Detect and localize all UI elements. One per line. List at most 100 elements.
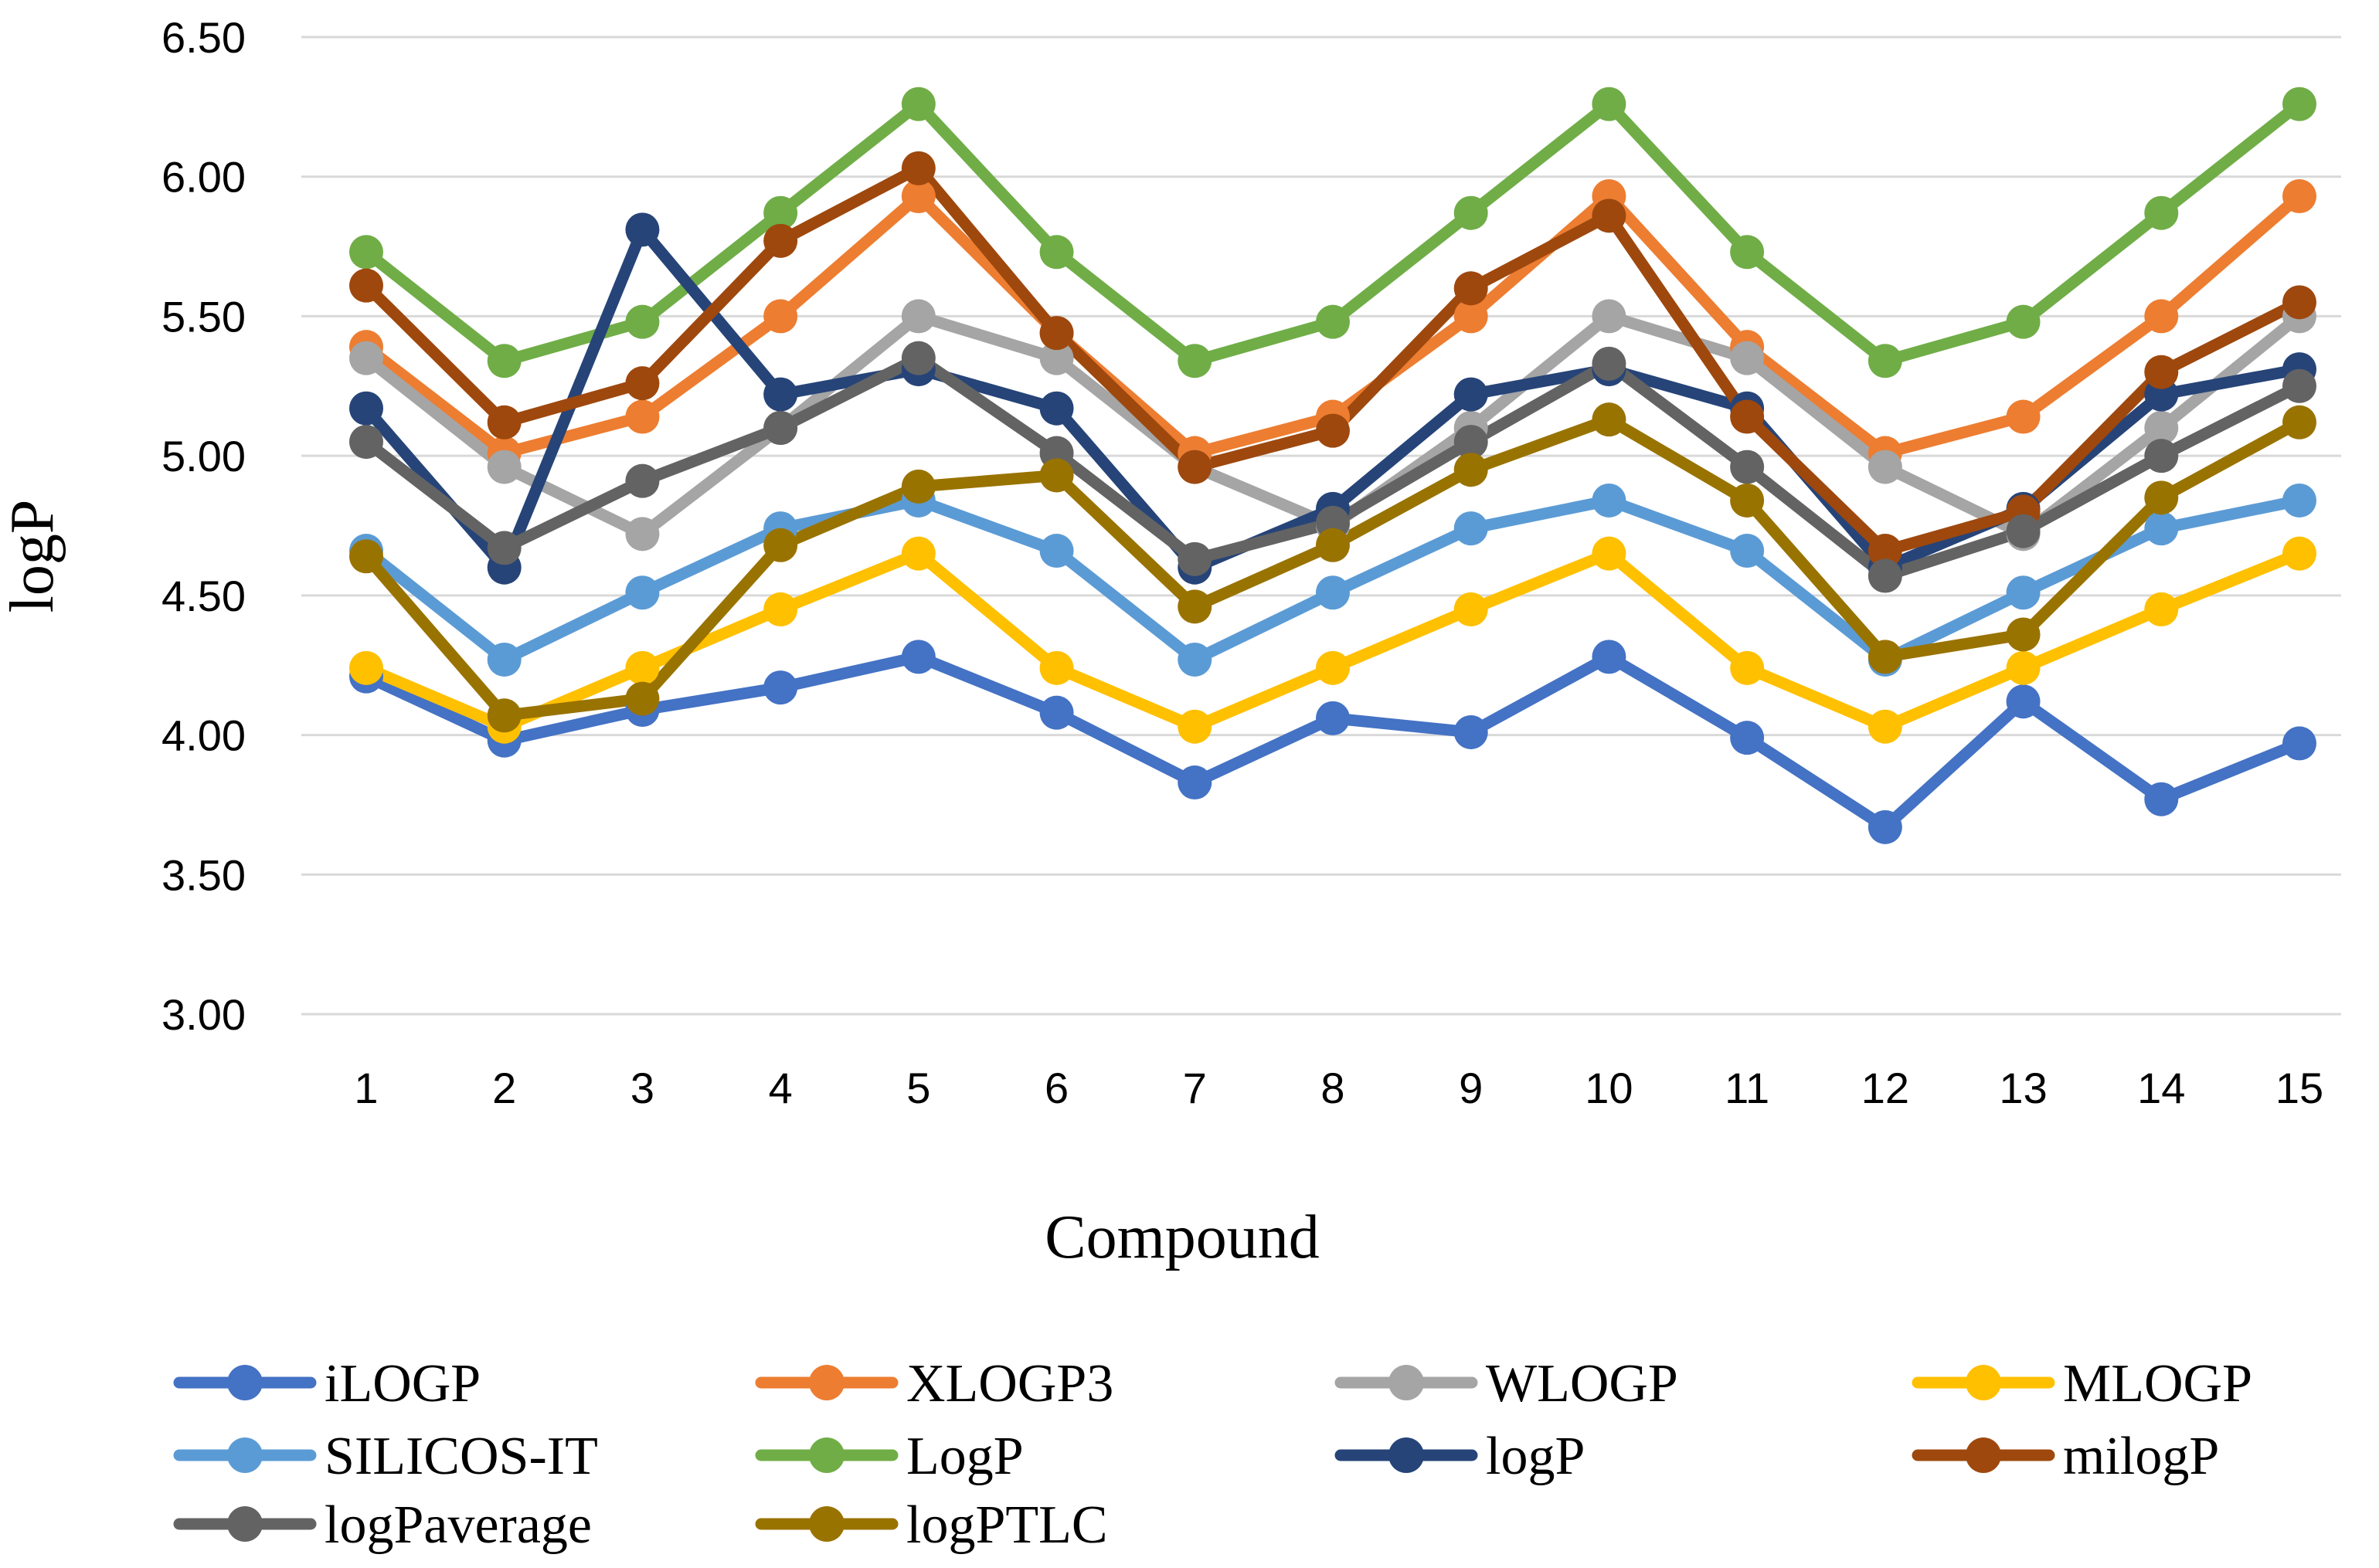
- series-point-0-3: [763, 670, 798, 705]
- series-point-5-9: [1592, 87, 1626, 121]
- y-tick-label: 4.50: [161, 572, 246, 620]
- x-tick-label: 10: [1585, 1064, 1633, 1112]
- series-point-0-9: [1592, 640, 1626, 674]
- series-point-3-4: [901, 536, 936, 571]
- series-point-0-5: [1039, 695, 1074, 730]
- series-point-8-14: [2282, 368, 2316, 403]
- series-point-1-8: [1453, 299, 1488, 334]
- series-point-7-0: [349, 268, 383, 303]
- series-point-5-6: [1178, 344, 1212, 378]
- series-point-1-2: [625, 399, 660, 434]
- y-tick-label: 3.00: [161, 990, 246, 1039]
- x-axis-ticks: 1 2 3 4 5 6 7 8 9 10 11 12 13 14 15: [354, 1064, 2323, 1112]
- legend-swatch-marker-6: [1388, 1437, 1424, 1473]
- series-point-2-5: [1039, 341, 1074, 375]
- series-point-9-10: [1730, 483, 1765, 518]
- series-point-5-10: [1730, 235, 1765, 270]
- series-point-2-13: [2144, 411, 2179, 445]
- series-point-0-7: [1316, 701, 1350, 735]
- y-tick-label: 6.00: [161, 153, 246, 202]
- y-tick-label: 3.50: [161, 850, 246, 899]
- series-point-2-10: [1730, 341, 1765, 375]
- series-point-4-7: [1316, 575, 1350, 610]
- series-point-9-14: [2282, 405, 2316, 440]
- series-point-2-2: [625, 517, 660, 552]
- legend-swatch-marker-8: [227, 1506, 263, 1542]
- series-point-5-7: [1316, 304, 1350, 339]
- series-point-8-12: [2006, 514, 2041, 548]
- series-point-0-13: [2144, 782, 2179, 816]
- series-point-2-4: [901, 299, 936, 334]
- series-point-7-10: [1730, 399, 1765, 434]
- series-point-0-11: [1868, 809, 1902, 844]
- series-point-5-12: [2006, 304, 2041, 339]
- series-point-1-4: [901, 179, 936, 214]
- series-point-5-8: [1453, 195, 1488, 230]
- legend-swatch-marker-0: [227, 1365, 263, 1400]
- series-point-8-0: [349, 425, 383, 460]
- series-point-1-13: [2144, 299, 2179, 334]
- series-point-3-11: [1868, 709, 1902, 744]
- series-point-7-2: [625, 366, 660, 401]
- series-point-1-14: [2282, 179, 2316, 214]
- series-point-5-11: [1868, 344, 1902, 378]
- series-point-4-10: [1730, 534, 1765, 568]
- series-point-9-7: [1316, 528, 1350, 562]
- series-point-3-10: [1730, 650, 1765, 685]
- series-point-7-14: [2282, 285, 2316, 320]
- series-point-9-13: [2144, 480, 2179, 515]
- series-point-7-11: [1868, 534, 1902, 568]
- series-point-7-5: [1039, 316, 1074, 351]
- series-point-7-3: [763, 223, 798, 258]
- series-point-5-13: [2144, 195, 2179, 230]
- series-point-8-10: [1730, 450, 1765, 484]
- series-point-4-14: [2282, 483, 2316, 518]
- series-point-1-3: [763, 299, 798, 334]
- legend-swatch-marker-2: [1388, 1365, 1424, 1400]
- legend-label-0: iLOGP: [325, 1354, 481, 1414]
- series-point-4-5: [1039, 534, 1074, 568]
- legend-swatch-marker-3: [1966, 1365, 2001, 1400]
- series-point-8-11: [1868, 558, 1902, 593]
- legend-label-6: logP: [1486, 1427, 1585, 1486]
- series-point-2-1: [487, 450, 522, 484]
- x-tick-label: 6: [1045, 1064, 1069, 1112]
- x-tick-label: 9: [1459, 1064, 1483, 1112]
- series-point-3-13: [2144, 592, 2179, 626]
- x-tick-label: 7: [1183, 1064, 1207, 1112]
- series-point-6-0: [349, 391, 383, 426]
- series-point-9-1: [487, 698, 522, 733]
- legend-label-9: logPTLC: [906, 1495, 1108, 1555]
- x-tick-label: 13: [1999, 1064, 2047, 1112]
- series-point-7-9: [1592, 199, 1626, 233]
- series-point-9-5: [1039, 458, 1074, 493]
- series-point-9-0: [349, 539, 383, 574]
- series-point-8-13: [2144, 439, 2179, 473]
- legend-swatch-marker-5: [809, 1437, 845, 1473]
- series-point-7-1: [487, 405, 522, 440]
- series-point-0-8: [1453, 714, 1488, 749]
- series-point-6-8: [1453, 377, 1488, 412]
- series-point-4-2: [625, 575, 660, 610]
- series-point-9-3: [763, 528, 798, 562]
- series-point-0-14: [2282, 726, 2316, 761]
- y-tick-label: 4.00: [161, 711, 246, 760]
- series-point-0-6: [1178, 765, 1212, 800]
- series-point-5-0: [349, 235, 383, 270]
- series-point-3-9: [1592, 536, 1626, 571]
- series-point-7-13: [2144, 355, 2179, 389]
- x-tick-label: 5: [906, 1064, 930, 1112]
- legend-label-2: WLOGP: [1486, 1354, 1678, 1414]
- series-point-8-4: [901, 341, 936, 375]
- x-tick-label: 1: [354, 1064, 378, 1112]
- series-point-0-4: [901, 640, 936, 674]
- x-tick-label: 4: [769, 1064, 793, 1112]
- y-tick-label: 5.50: [161, 292, 246, 341]
- series-point-5-14: [2282, 87, 2316, 121]
- series-point-9-2: [625, 681, 660, 716]
- y-axis-title: logP: [0, 500, 66, 613]
- series-point-8-3: [763, 411, 798, 445]
- x-tick-label: 8: [1320, 1064, 1344, 1112]
- series-points: [349, 87, 2316, 844]
